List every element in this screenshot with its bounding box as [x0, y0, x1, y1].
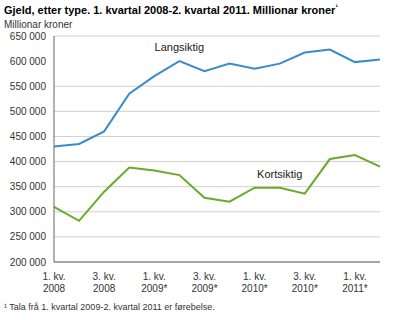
svg-text:550 000: 550 000: [10, 81, 47, 92]
svg-text:1. kv.2010*: 1. kv.2010*: [242, 271, 268, 294]
html-text:Gjeld, etter type. 1. kvartal: Gjeld, etter type. 1. kvartal 2008-2. kv…: [4, 3, 338, 16]
svg-text:1. kv.2009*: 1. kv.2009*: [141, 271, 167, 294]
svg-text:3. kv.2010*: 3. kv.2010*: [292, 271, 318, 294]
html-text:Millionar kroner: Millionar kroner: [4, 19, 73, 30]
svg-text:350 000: 350 000: [10, 181, 47, 192]
html-text:¹ Tala frå 1. kvartal 2009-2.: ¹ Tala frå 1. kvartal 2009-2. kvartal 20…: [4, 302, 215, 312]
svg-text:500 000: 500 000: [10, 106, 47, 117]
svg-text:Langsiktig: Langsiktig: [155, 41, 205, 53]
svg-text:1. kv.2008: 1. kv.2008: [42, 271, 65, 294]
svg-text:1. kv.2011*: 1. kv.2011*: [342, 271, 368, 294]
svg-text:450 000: 450 000: [10, 131, 47, 142]
svg-text:3. kv.2009*: 3. kv.2009*: [191, 271, 217, 294]
svg-text:250 000: 250 000: [10, 231, 47, 242]
svg-text:Kortsiktig: Kortsiktig: [257, 168, 302, 180]
svg-text:300 000: 300 000: [10, 206, 47, 217]
svg-text:3. kv.2008: 3. kv.2008: [93, 271, 116, 294]
svg-text:400 000: 400 000: [10, 156, 47, 167]
svg-text:650 000: 650 000: [10, 31, 47, 42]
svg-text:600 000: 600 000: [10, 56, 47, 67]
svg-text:200 000: 200 000: [10, 257, 47, 268]
